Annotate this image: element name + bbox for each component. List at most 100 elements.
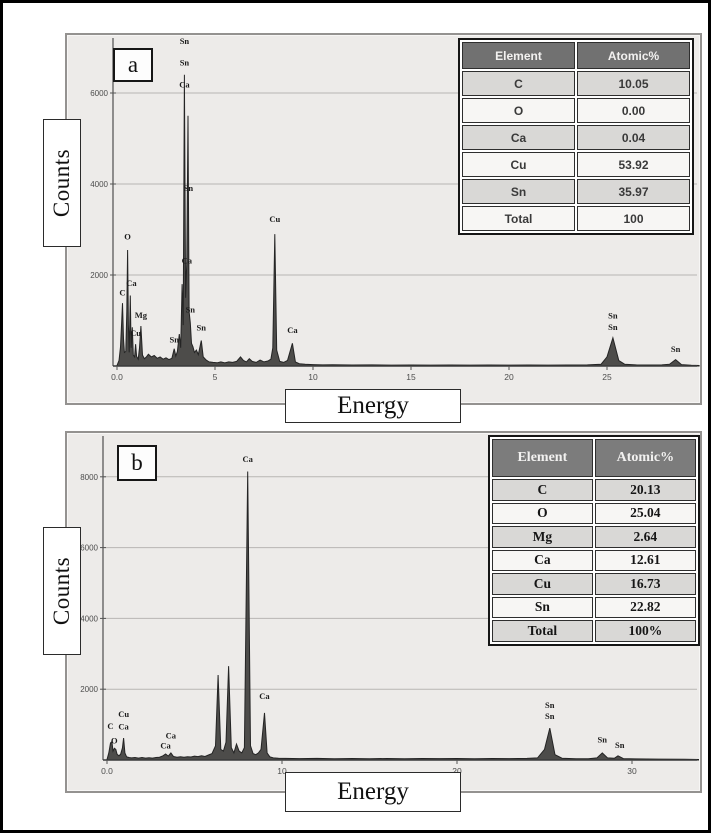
peak-label-sn: Sn bbox=[608, 322, 618, 332]
x-tick-label: 10 bbox=[308, 372, 318, 382]
table-cell: Cu bbox=[462, 152, 575, 177]
table-row: Cu 16.73 bbox=[492, 573, 696, 595]
peak-label-sn: Sn bbox=[598, 735, 608, 745]
peak-label-cu: Cu bbox=[118, 709, 129, 719]
peak-label-ca: Ca bbox=[243, 454, 254, 464]
eds-panel-b: 2000 4000 6000 8000 0.0 10 20 30 C O Cu Ca Ca Ca Ca Ca S… bbox=[65, 431, 702, 793]
table-cell: 16.73 bbox=[594, 573, 696, 595]
eds-panel-a: 2000 4000 6000 0.0 5 10 15 20 25 C O Ca Cu Mg Sn Sn Ca Sn… bbox=[65, 33, 702, 405]
table-cell: 20.13 bbox=[594, 479, 696, 501]
peak-label-sn: Sn bbox=[197, 323, 207, 333]
x-tick-label: 10 bbox=[277, 766, 287, 776]
x-tick-label: 15 bbox=[406, 372, 416, 382]
y-axis-label-box-a: Counts bbox=[43, 119, 81, 247]
y-tick-label: 2000 bbox=[90, 271, 108, 280]
peak-label-sn: Sn bbox=[180, 58, 190, 68]
table-cell: Sn bbox=[492, 596, 593, 618]
table-row: Cu 53.92 bbox=[462, 152, 690, 177]
peak-label-sn: Sn bbox=[169, 334, 179, 344]
peak-label-ca: Ca bbox=[179, 80, 190, 90]
panel-letter-a-text: a bbox=[127, 52, 139, 77]
table-cell: Ca bbox=[492, 549, 593, 571]
x-axis-label-box-a: Energy bbox=[285, 389, 461, 423]
table-cell: C bbox=[462, 71, 575, 96]
y-tick-label: 2000 bbox=[80, 685, 98, 694]
table-cell: O bbox=[462, 98, 575, 123]
table-cell: 100% bbox=[594, 620, 696, 642]
table-cell: 100 bbox=[577, 206, 690, 231]
y-axis-label-b: Counts bbox=[49, 556, 74, 626]
y-axis-label-a: Counts bbox=[49, 148, 74, 218]
table-row: Sn 35.97 bbox=[462, 179, 690, 204]
y-tick-label: 6000 bbox=[80, 544, 98, 553]
table-cell: O bbox=[492, 502, 593, 524]
table-header-row: Element Atomic% bbox=[492, 439, 696, 477]
table-cell: Total bbox=[492, 620, 593, 642]
y-tick-label: 8000 bbox=[80, 473, 98, 482]
peak-label-c: C bbox=[119, 287, 125, 297]
peak-label-sn: Sn bbox=[608, 311, 618, 321]
peak-label-sn: Sn bbox=[186, 304, 196, 314]
table-header-cell: Element bbox=[492, 439, 593, 477]
table-row: O 25.04 bbox=[492, 502, 696, 524]
table-row: Ca 0.04 bbox=[462, 125, 690, 150]
peak-label-mg: Mg bbox=[135, 310, 148, 320]
peak-label-ca: Ca bbox=[126, 278, 137, 288]
table-cell: 12.61 bbox=[594, 549, 696, 571]
table-row: Mg 2.64 bbox=[492, 526, 696, 548]
peak-label-sn: Sn bbox=[184, 183, 194, 193]
spectrum-trace bbox=[116, 74, 700, 367]
x-tick-label: 30 bbox=[627, 766, 637, 776]
table-cell: 0.00 bbox=[577, 98, 690, 123]
x-tick-label: 20 bbox=[452, 766, 462, 776]
peak-label-ca: Ca bbox=[166, 730, 177, 740]
peak-label-ca: Ca bbox=[259, 691, 270, 701]
table-cell: Ca bbox=[462, 125, 575, 150]
table-row: O 0.00 bbox=[462, 98, 690, 123]
peak-label-o: O bbox=[111, 736, 118, 746]
table-row: C 10.05 bbox=[462, 71, 690, 96]
table-row: Sn 22.82 bbox=[492, 596, 696, 618]
peak-label-c: C bbox=[107, 721, 113, 731]
peak-label-sn: Sn bbox=[545, 711, 555, 721]
table-cell: C bbox=[492, 479, 593, 501]
table-row: Ca 12.61 bbox=[492, 549, 696, 571]
x-axis-label-a: Energy bbox=[337, 392, 409, 419]
table-header-cell: Atomic% bbox=[594, 439, 696, 477]
table-row: Total 100% bbox=[492, 620, 696, 642]
peak-label-sn: Sn bbox=[671, 344, 681, 354]
x-axis-label-box-b: Energy bbox=[285, 772, 461, 812]
table-cell: 10.05 bbox=[577, 71, 690, 96]
table-cell: 53.92 bbox=[577, 152, 690, 177]
x-tick-label: 0.0 bbox=[111, 372, 123, 382]
y-tick-label: 4000 bbox=[80, 614, 98, 623]
panel-letter-a: a bbox=[113, 48, 153, 82]
table-header-cell: Atomic% bbox=[577, 42, 690, 69]
table-header-cell: Element bbox=[462, 42, 575, 69]
spectrum-trace bbox=[106, 471, 699, 761]
x-tick-label: 20 bbox=[504, 372, 514, 382]
x-tick-label: 25 bbox=[602, 372, 612, 382]
peak-label-o: O bbox=[124, 232, 131, 242]
peak-label-sn: Sn bbox=[545, 700, 555, 710]
table-cell: 0.04 bbox=[577, 125, 690, 150]
table-cell: Sn bbox=[462, 179, 575, 204]
table-cell: 25.04 bbox=[594, 502, 696, 524]
peak-label-ca: Ca bbox=[160, 740, 171, 750]
atomic-percent-table-b: Element Atomic% C 20.13 O 25.04 Mg 2.64 Ca 12.61 C… bbox=[488, 435, 700, 646]
table-cell: 2.64 bbox=[594, 526, 696, 548]
y-axis-label-box-b: Counts bbox=[43, 527, 81, 655]
x-tick-label: 5 bbox=[213, 372, 218, 382]
y-tick-label: 4000 bbox=[90, 180, 108, 189]
atomic-percent-table-a: Element Atomic% C 10.05 O 0.00 Ca 0.04 Cu 53.92 Sn… bbox=[458, 38, 694, 235]
panel-letter-b: b bbox=[117, 445, 157, 481]
table-header-row: Element Atomic% bbox=[462, 42, 690, 69]
table-cell: Cu bbox=[492, 573, 593, 595]
x-tick-label: 0.0 bbox=[101, 766, 113, 776]
table-row: Total 100 bbox=[462, 206, 690, 231]
peak-label-cu: Cu bbox=[130, 328, 141, 338]
peak-label-sn: Sn bbox=[615, 740, 625, 750]
